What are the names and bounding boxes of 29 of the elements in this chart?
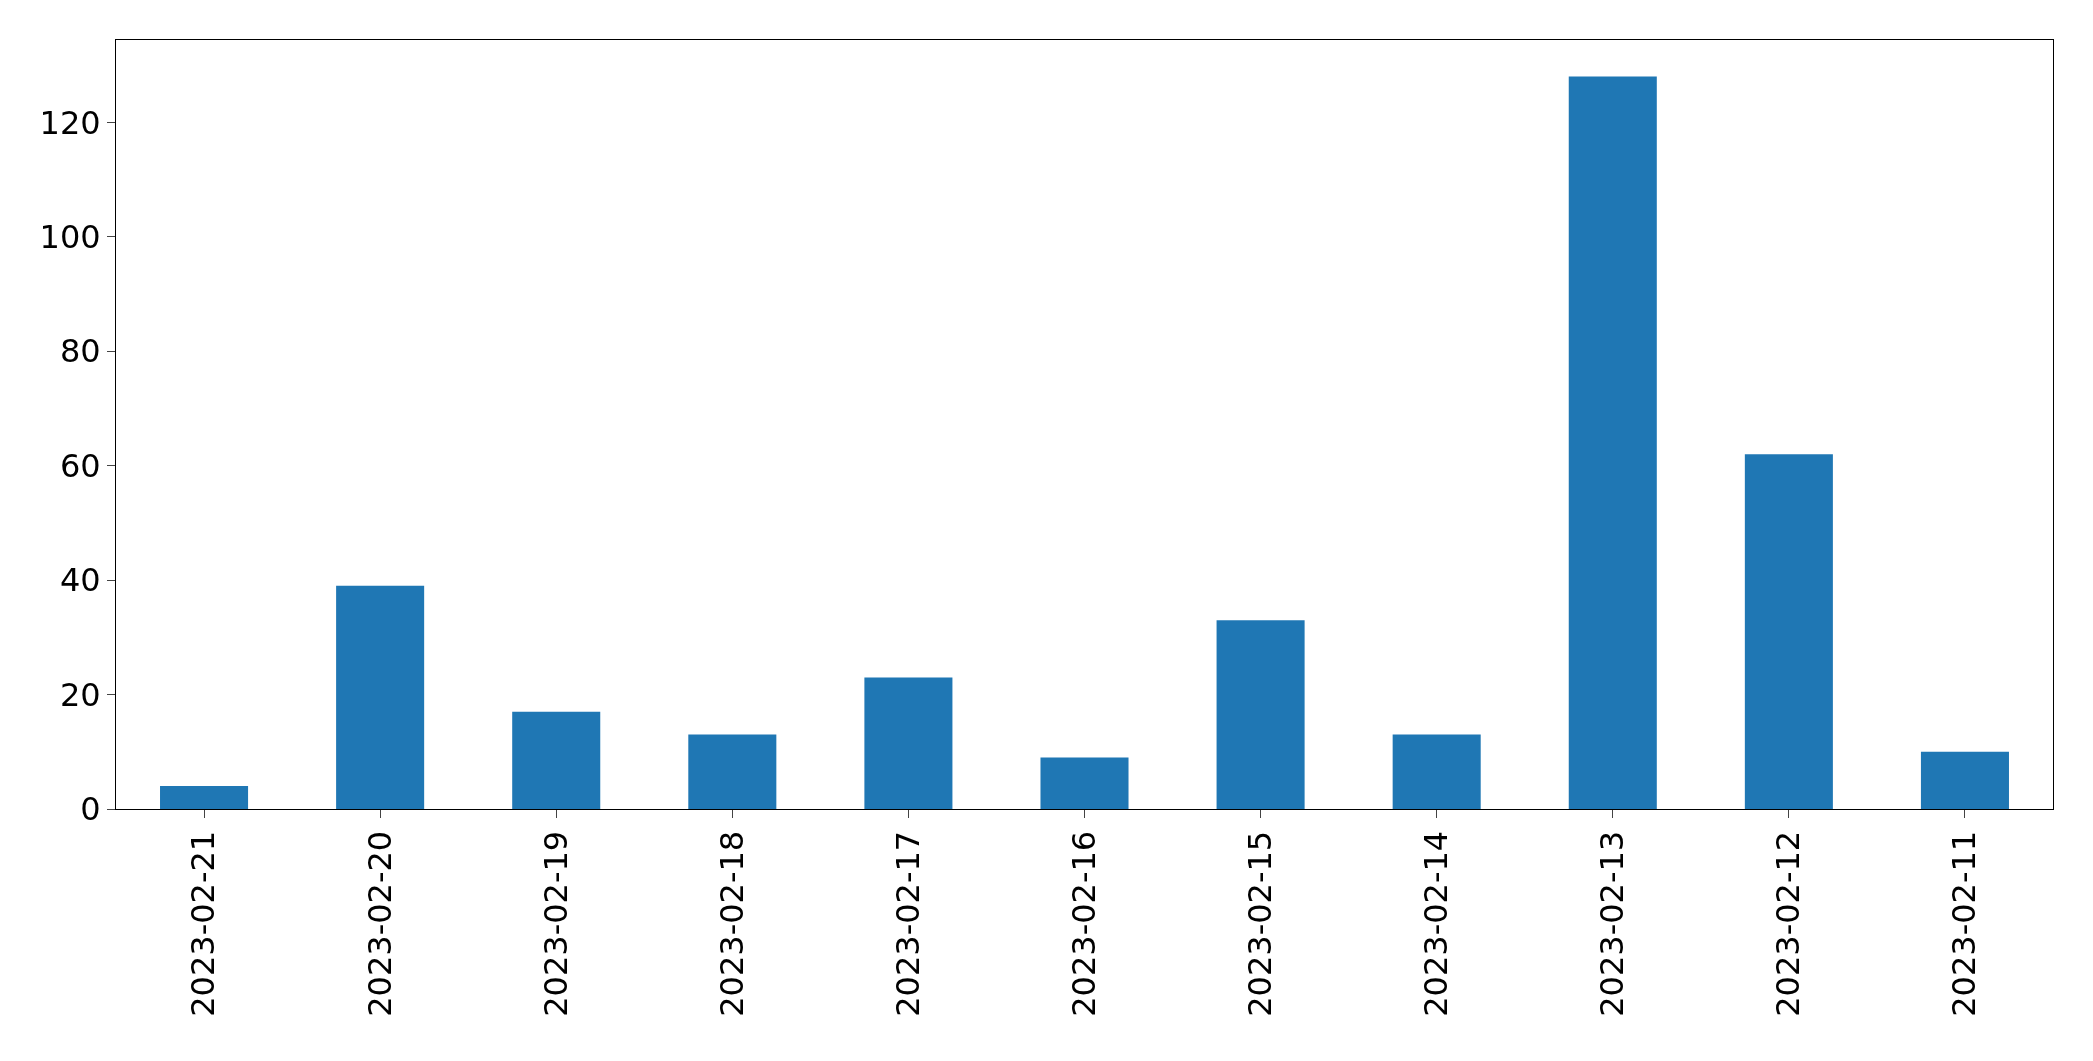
y-tick-label: 0: [80, 790, 101, 829]
bar: [1568, 76, 1657, 809]
y-tick-label: 40: [59, 561, 101, 600]
x-tick-label: 2023-02-21: [184, 830, 223, 1017]
bar: [336, 585, 425, 809]
y-tick-label: 80: [59, 332, 101, 371]
bar: [864, 677, 953, 809]
bar: [1920, 751, 2009, 809]
x-tick-label: 2023-02-13: [1593, 830, 1632, 1017]
bar: [1744, 454, 1833, 809]
x-tick-label: 2023-02-12: [1769, 830, 1808, 1017]
bar: [1392, 734, 1481, 809]
bar: [512, 711, 601, 809]
y-tick-label: 120: [39, 103, 101, 142]
x-tick-label: 2023-02-18: [712, 830, 751, 1017]
x-tick-label: 2023-02-16: [1064, 830, 1103, 1017]
x-tick-label: 2023-02-11: [1945, 830, 1984, 1017]
x-tick-label: 2023-02-19: [536, 830, 575, 1017]
x-tick-label: 2023-02-14: [1417, 830, 1456, 1017]
x-tick-label: 2023-02-17: [888, 830, 927, 1017]
bar: [1216, 620, 1305, 809]
y-tick-label: 100: [39, 218, 101, 257]
bar: [1040, 757, 1129, 809]
bar: [688, 734, 777, 809]
y-tick-label: 20: [59, 675, 101, 714]
x-tick-label: 2023-02-20: [360, 830, 399, 1017]
y-tick-label: 60: [59, 446, 101, 485]
bar: [160, 786, 249, 809]
x-tick-label: 2023-02-15: [1240, 830, 1279, 1017]
